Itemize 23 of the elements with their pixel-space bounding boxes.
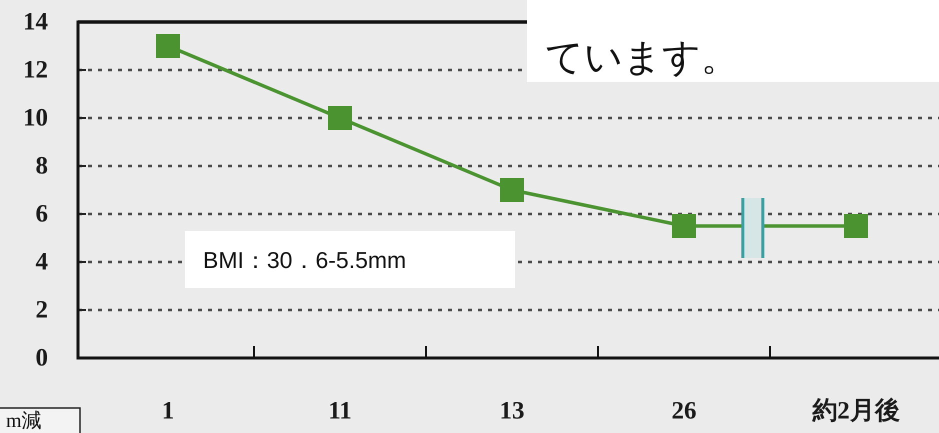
point <box>500 178 524 202</box>
y-tick-label: 8 <box>36 152 48 180</box>
y-tick-label: 0 <box>36 344 48 372</box>
x-tick-label: 約2月後 <box>811 396 900 424</box>
point <box>156 34 180 58</box>
x-tick-label: 1 <box>162 398 174 424</box>
y-tick-label: 10 <box>23 104 48 132</box>
annotation: ています。 <box>527 0 939 82</box>
y-tick-label: 2 <box>36 296 48 324</box>
point <box>844 214 868 238</box>
point <box>672 214 696 238</box>
x-tick-label: 26 <box>672 398 696 424</box>
y-tick-label: 6 <box>36 200 48 228</box>
annotation: m減 <box>0 407 81 433</box>
y-tick-label: 4 <box>36 248 48 276</box>
point <box>328 106 352 130</box>
x-tick-label: 11 <box>328 398 352 424</box>
y-tick-label: 14 <box>23 8 48 36</box>
y-tick-label: 12 <box>23 56 48 84</box>
annotation: BMI：30．6-5.5mm <box>203 247 406 273</box>
annotation: ています。 <box>545 37 739 79</box>
annotation: BMI：30．6-5.5mm <box>185 231 515 288</box>
x-tick-label: 13 <box>500 398 524 424</box>
